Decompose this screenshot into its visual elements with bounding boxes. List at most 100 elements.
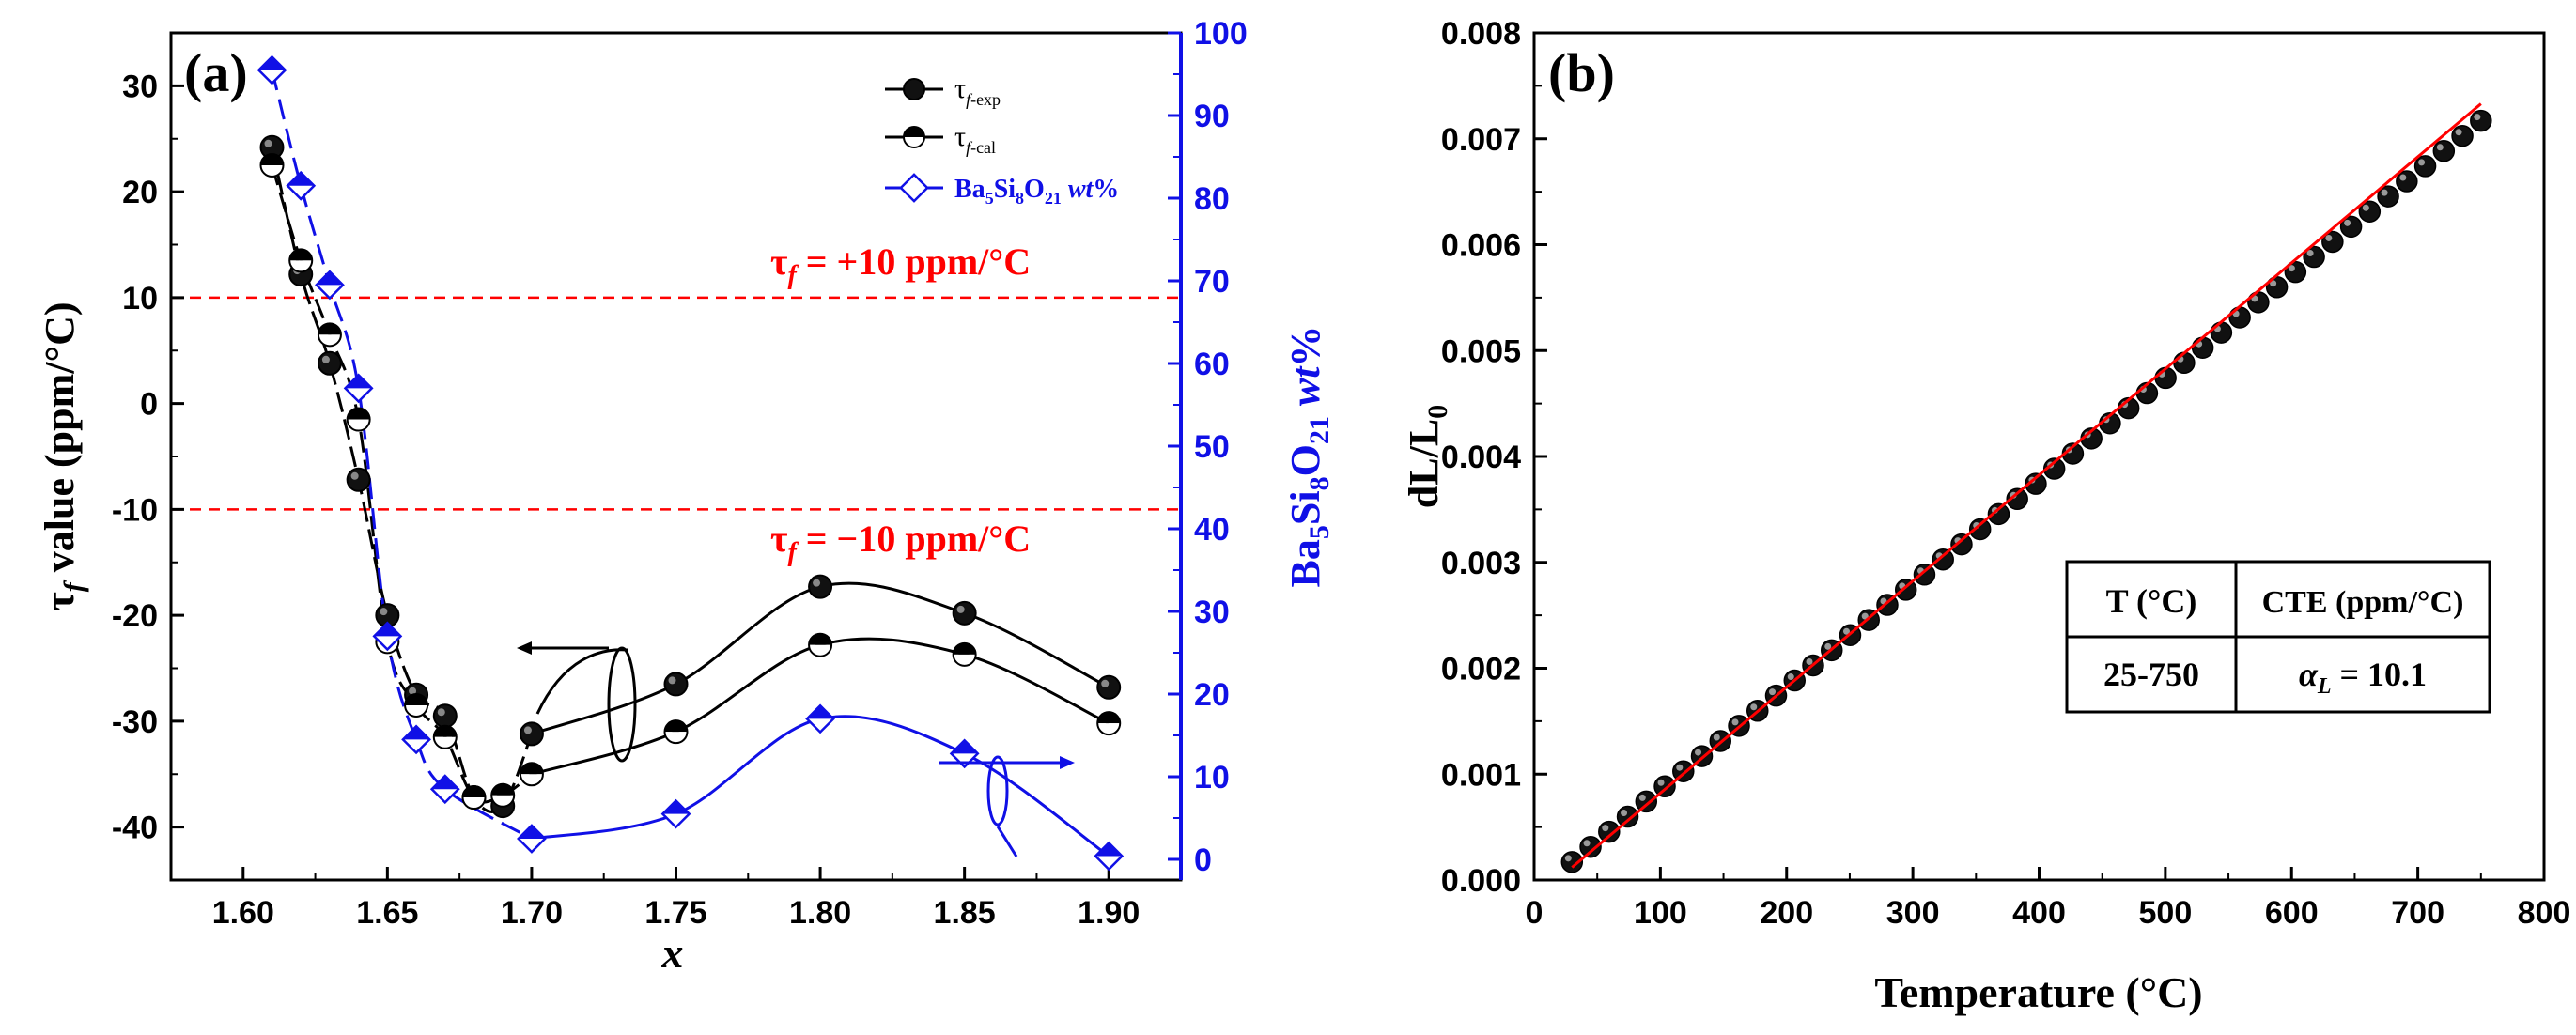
data-point-cal (346, 407, 371, 432)
y-tick-label-b: 0.001 (1441, 757, 1521, 793)
data-point-dl (2451, 124, 2474, 147)
left-axis-indicator (517, 641, 637, 763)
data-point-dl (2396, 170, 2418, 193)
data-point-wt (372, 621, 403, 652)
data-point-exp (259, 134, 285, 160)
x-tick-label-b: 800 (2518, 895, 2571, 931)
x-tick-label-b: 200 (1760, 895, 1813, 931)
table-header-temp: T (°C) (2106, 582, 2197, 620)
legend-exp-marker (903, 78, 925, 100)
data-point-cal (663, 719, 689, 745)
x-tick-label-b: 700 (2391, 895, 2444, 931)
y-axis-title-right: Ba5Si8O21 wt% (1282, 326, 1335, 588)
data-point-dl (1950, 533, 1973, 556)
data-point-dl (2358, 200, 2382, 223)
x-axis-title-a: x (661, 929, 684, 977)
data-point-dl (2377, 185, 2399, 208)
data-point-dl (1968, 518, 1992, 541)
tolerance-label-plus: τf = +10 ppm/°C (770, 240, 1031, 290)
y-tick-label-b: 0.002 (1441, 652, 1521, 687)
y-tick-label-b: 0.000 (1441, 863, 1521, 899)
panel-a-frame (169, 31, 1183, 882)
table-cell-cte: αL = 10.1 (2299, 656, 2427, 699)
data-point-dl (2228, 306, 2251, 329)
data-point-dl (1913, 564, 1936, 586)
legend-cal-label: τf-cal (954, 121, 996, 157)
y-tick-label-b: 0.007 (1441, 122, 1521, 158)
y-right-tick-label: 10 (1194, 760, 1230, 796)
data-point-cal (288, 248, 314, 273)
x-tick-label-a: 1.60 (212, 895, 274, 931)
y-right-tick-label: 30 (1194, 595, 1230, 630)
data-point-wt (517, 824, 547, 854)
x-tick-label-b: 0 (1526, 895, 1544, 931)
data-point-exp (375, 603, 400, 628)
data-point-exp (663, 672, 689, 697)
data-point-dl (2470, 109, 2492, 132)
data-point-dl (2025, 472, 2047, 495)
y-axis-title-left: τf value (ppm/°C) (37, 302, 89, 611)
data-point-dl (2210, 321, 2233, 344)
x-tick-label-a: 1.80 (789, 895, 851, 931)
data-point-dl (1616, 805, 1639, 828)
panel-a-label: (a) (184, 42, 248, 103)
data-point-cal (1096, 711, 1122, 736)
data-point-wt (805, 703, 835, 734)
data-point-cal (432, 724, 458, 749)
y-right-tick-label: 0 (1194, 842, 1212, 878)
x-tick-label-b: 600 (2265, 895, 2319, 931)
legend-cal-marker (903, 126, 925, 148)
y-tick-label-b: 0.004 (1441, 440, 1521, 475)
data-point-dl (2173, 351, 2196, 375)
data-point-dl (2191, 336, 2214, 359)
data-point-wt (343, 373, 374, 404)
x-tick-label-b: 400 (2012, 895, 2066, 931)
x-tick-label-b: 300 (1886, 895, 1940, 931)
legend-exp-label: τf-exp (954, 73, 1001, 109)
data-point-exp (952, 600, 977, 626)
y-right-tick-label: 40 (1194, 512, 1230, 548)
y-left-tick-label: -40 (112, 811, 158, 846)
panel-b: 0 100 200 300 400 500 600 700 800 0.000 0.001 0.00… (1401, 16, 2570, 1016)
table-cell-range: 25-750 (2103, 656, 2199, 693)
data-point-exp (346, 467, 371, 492)
x-tick-label-a: 1.90 (1078, 895, 1140, 931)
data-point-dl (1579, 835, 1602, 858)
data-point-cal (317, 322, 342, 348)
y-left-tick-label: 20 (122, 175, 158, 210)
x-axis-title-b: Temperature (°C) (1874, 968, 2202, 1016)
data-point-exp (1096, 674, 1122, 700)
data-point-cal (519, 762, 544, 787)
data-point-dl (2284, 260, 2307, 284)
y-right-tick-label: 50 (1194, 429, 1230, 465)
y-tick-label-b: 0.008 (1441, 16, 1521, 52)
legend-wt-label: Ba5Si8O21 wt% (954, 175, 1119, 208)
y-left-tick-label: -30 (112, 704, 158, 740)
y-right-tick-label: 100 (1194, 16, 1248, 52)
data-point-cal (808, 632, 833, 657)
data-point-cal (952, 641, 977, 667)
data-point-wt (315, 270, 345, 301)
data-point-dl (2321, 230, 2344, 254)
data-point-dl (1894, 579, 1917, 601)
data-point-dl (2154, 366, 2177, 390)
data-point-dl (2339, 215, 2363, 239)
data-point-dl (1653, 775, 1676, 798)
y-left-tick-label: 0 (140, 387, 158, 423)
data-point-dl (2413, 155, 2437, 178)
data-point-exp (432, 703, 458, 729)
y-tick-label-b: 0.006 (1441, 228, 1521, 264)
data-point-dl (1598, 820, 1621, 843)
data-point-dl (1560, 851, 1584, 873)
data-point-exp (317, 350, 342, 376)
data-point-exp (808, 574, 833, 599)
y-right-tick-label: 90 (1194, 99, 1230, 134)
y-right-tick-label: 80 (1194, 181, 1230, 217)
legend-a: τf-exp τf-cal Ba5Si8O21 wt% (885, 73, 1119, 208)
x-tick-label-a: 1.70 (501, 895, 563, 931)
data-point-wt (949, 738, 980, 769)
y-left-tick-label: 30 (122, 69, 158, 104)
y-left-tick-label: 10 (122, 281, 158, 317)
data-point-exp (519, 721, 544, 747)
data-point-cal (490, 782, 516, 808)
